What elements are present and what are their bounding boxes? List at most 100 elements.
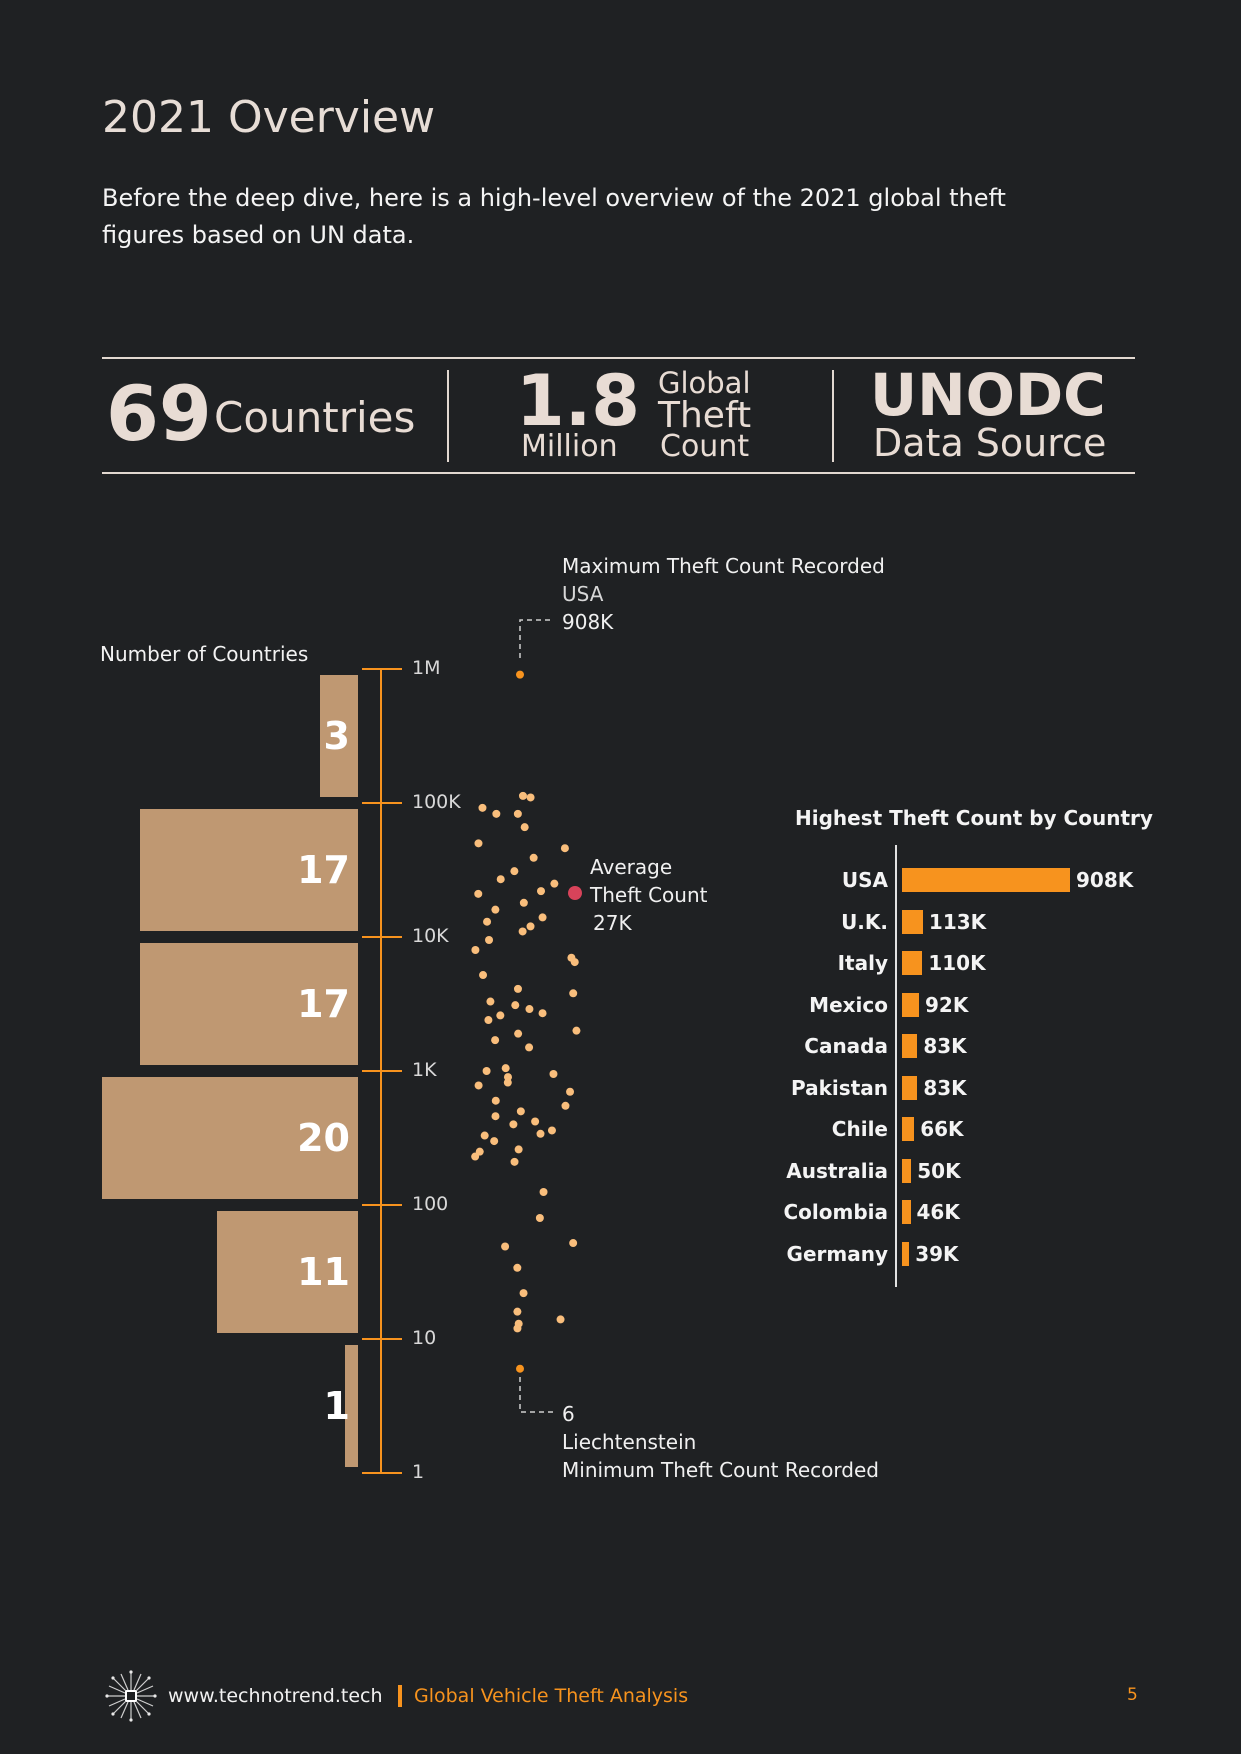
- theft-label-global: Global: [658, 366, 751, 400]
- country-point: [474, 1081, 483, 1090]
- country-label: U.K.: [841, 909, 888, 934]
- country-point: [516, 1107, 525, 1116]
- stats-divider-2: [832, 370, 834, 462]
- country-point: [537, 887, 546, 896]
- country-label: USA: [841, 868, 888, 892]
- histogram-title: Number of Countries: [100, 642, 309, 666]
- country-point: [474, 839, 483, 848]
- country-point: [513, 1324, 522, 1333]
- country-label: Mexico: [809, 992, 888, 1017]
- circuit-logo-icon: [105, 1670, 157, 1722]
- country-point: [566, 1087, 575, 1096]
- axis-tick-label: 10: [412, 1327, 437, 1349]
- country-point: [538, 1009, 547, 1018]
- min-country: Liechtenstein: [562, 1430, 697, 1454]
- axis-tick: [362, 1070, 402, 1072]
- country-label: Pakistan: [791, 1075, 888, 1100]
- country-point: [556, 1315, 565, 1324]
- country-value-label: 66K: [920, 1117, 964, 1141]
- axis-tick-label: 1M: [412, 657, 441, 679]
- max-country: USA: [562, 582, 604, 606]
- country-point: [525, 1043, 534, 1052]
- country-point: [491, 1096, 500, 1105]
- country-label: Germany: [786, 1241, 888, 1266]
- country-value-label: 46K: [916, 1200, 960, 1224]
- max-value: 908K: [562, 610, 614, 634]
- country-value-label: 39K: [915, 1241, 959, 1266]
- country-point: [513, 984, 522, 993]
- country-point: [560, 844, 569, 853]
- country-label: Colombia: [783, 1200, 888, 1224]
- page-title: 2021 Overview: [102, 92, 436, 143]
- country-point: [482, 1067, 491, 1075]
- country-point: [535, 1213, 544, 1222]
- country-point: [514, 1145, 523, 1154]
- country-point: [569, 989, 578, 998]
- country-point: [478, 803, 487, 812]
- country-point: [539, 1188, 548, 1197]
- country-bar: [902, 1034, 918, 1058]
- top-countries-title: Highest Theft Count by Country: [795, 806, 1153, 830]
- country-value-label: 92K: [925, 992, 969, 1017]
- country-label: Chile: [831, 1117, 888, 1141]
- country-point: [513, 1263, 522, 1272]
- country-bar: [902, 992, 920, 1017]
- country-bar: [902, 909, 923, 934]
- footer-url[interactable]: www.technotrend.tech: [168, 1685, 383, 1707]
- source-value: UNODC: [870, 361, 1106, 429]
- country-bar: [902, 1075, 918, 1100]
- histogram-count-label: 17: [297, 982, 350, 1026]
- histogram-bar: [217, 1211, 358, 1333]
- axis-tick: [362, 802, 402, 804]
- axis-tick-label: 100K: [412, 791, 461, 813]
- country-point: [490, 1137, 499, 1146]
- country-point: [501, 1064, 510, 1073]
- country-label: Canada: [804, 1034, 888, 1058]
- country-point: [525, 1005, 534, 1014]
- histogram-bar: [319, 675, 358, 797]
- country-point: [479, 971, 488, 980]
- country-bar: [902, 868, 1070, 892]
- axis-tick-label: 1: [412, 1461, 425, 1483]
- country-point: [520, 823, 529, 832]
- average-label-1: Average: [590, 855, 673, 879]
- country-bar: [902, 1117, 915, 1141]
- country-bar: [902, 1158, 912, 1183]
- country-point: [492, 809, 501, 818]
- histogram-bar: [102, 1077, 358, 1199]
- max-leader-line: [519, 619, 553, 658]
- stats-bottom-rule: [102, 472, 1135, 474]
- average-marker: [568, 886, 582, 900]
- extreme-point: [516, 1364, 524, 1373]
- histogram-count-label: 1: [323, 1384, 350, 1428]
- axis-tick: [362, 668, 402, 670]
- country-point: [572, 1026, 581, 1035]
- country-point: [485, 935, 494, 944]
- country-value-label: 83K: [923, 1034, 967, 1058]
- country-bar: [902, 1200, 911, 1224]
- country-point: [509, 1120, 518, 1129]
- histogram-count-label: 17: [297, 848, 350, 892]
- min-annotation: 6 Liechtenstein Minimum Theft Count Reco…: [562, 1400, 879, 1484]
- theft-value: 1.8: [516, 360, 641, 442]
- histogram-bar: [140, 943, 358, 1065]
- country-point: [483, 917, 492, 926]
- intro-paragraph: Before the deep dive, here is a high-lev…: [102, 184, 1006, 249]
- country-point: [496, 1011, 505, 1020]
- theft-label-count: Count: [660, 429, 750, 464]
- axis-tick: [362, 936, 402, 938]
- axis-tick-label: 10K: [412, 925, 449, 947]
- country-point: [569, 1239, 578, 1248]
- country-point: [536, 1129, 545, 1138]
- country-point: [547, 1126, 556, 1135]
- country-point: [511, 1001, 520, 1010]
- country-point: [503, 1078, 512, 1087]
- country-value-label: 50K: [917, 1158, 961, 1183]
- top-countries-axis: [895, 845, 897, 1287]
- country-point: [510, 1157, 519, 1166]
- country-value-label: 110K: [928, 951, 986, 975]
- country-bar: [902, 951, 923, 975]
- max-annotation: Maximum Theft Count Recorded USA 908K: [562, 552, 885, 636]
- country-point: [510, 867, 519, 876]
